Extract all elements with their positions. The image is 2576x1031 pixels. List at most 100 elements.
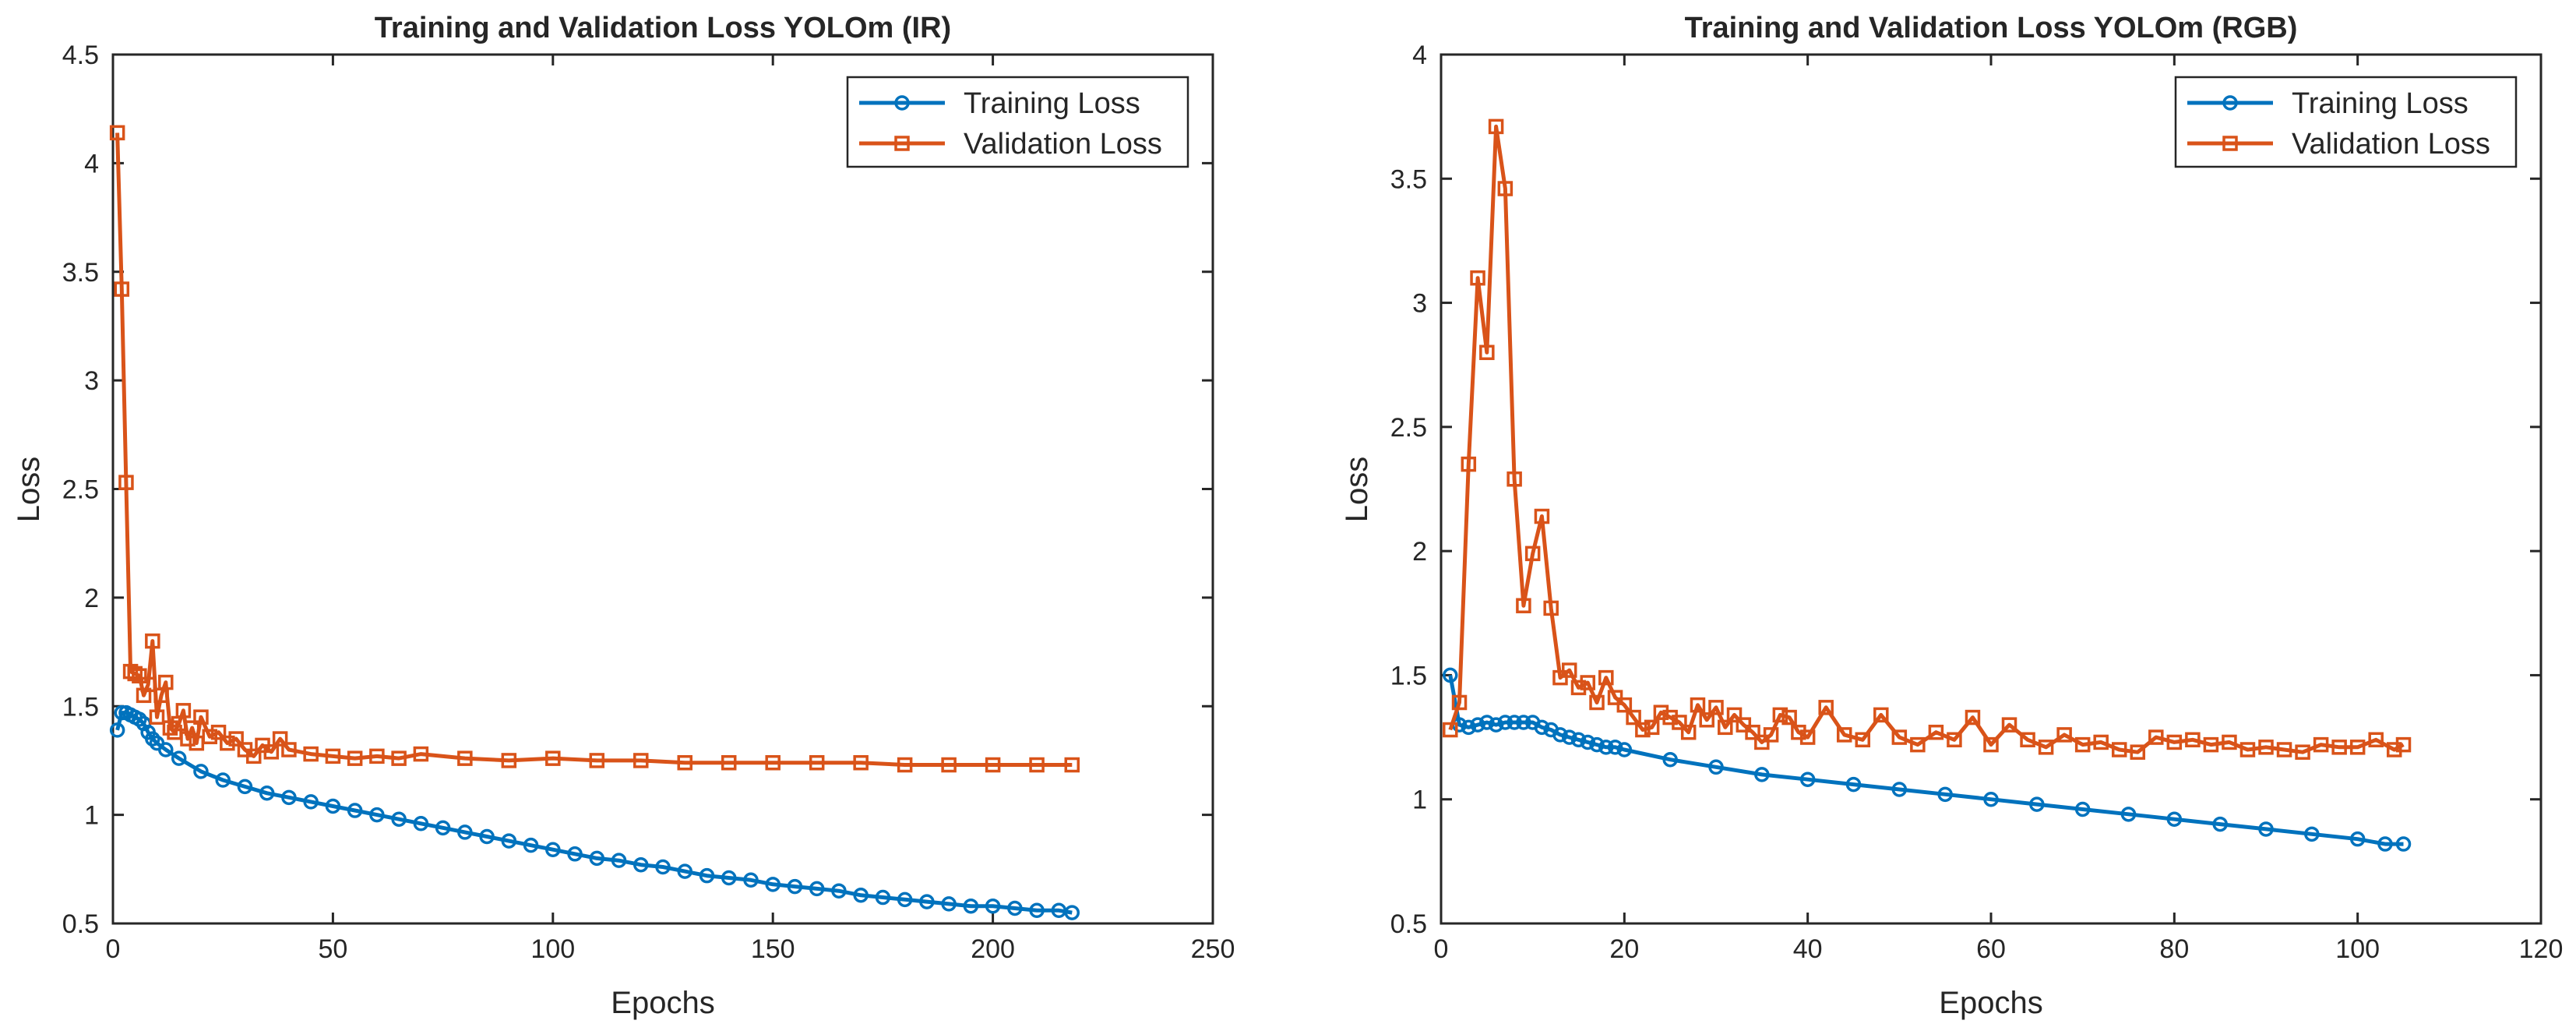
x-tick-label: 50 [318, 934, 347, 964]
data-point [122, 663, 139, 680]
data-point [1644, 719, 1660, 736]
data-point [2166, 734, 2183, 750]
y-tick-label: 4.5 [62, 41, 99, 70]
data-point [985, 757, 1001, 773]
data-point [140, 676, 156, 693]
data-point [985, 898, 1001, 914]
data-point [2148, 729, 2164, 745]
data-point [611, 853, 627, 868]
data-point [1561, 662, 1577, 678]
data-point [184, 720, 200, 736]
y-tick-label: 4 [1412, 41, 1427, 70]
data-point [2304, 826, 2320, 842]
y-tick-label: 1.5 [1390, 661, 1427, 690]
data-point [136, 687, 152, 704]
data-point [1461, 719, 1477, 736]
legend-label-training: Training Loss [964, 87, 1140, 120]
data-point [325, 798, 341, 814]
y-tick-label: 4 [84, 149, 99, 178]
data-point [1680, 724, 1697, 740]
y-tick-label: 3.5 [1390, 164, 1427, 194]
legend-marker-validation [2222, 136, 2238, 151]
data-point [193, 764, 209, 779]
training-loss-series [109, 704, 1080, 920]
x-tick-label: 100 [530, 934, 575, 964]
data-point [325, 748, 341, 764]
data-point [1873, 707, 1889, 723]
data-point [132, 668, 147, 683]
data-point [2185, 732, 2201, 748]
data-point [369, 807, 385, 823]
data-point [1937, 786, 1953, 803]
data-point [501, 753, 517, 768]
data-point [2120, 807, 2137, 822]
data-point [127, 666, 143, 682]
data-point [1516, 715, 1531, 730]
data-point [1470, 270, 1485, 286]
data-point [1855, 732, 1871, 748]
data-point [391, 811, 407, 827]
data-point [1029, 902, 1045, 919]
legend-marker-validation [894, 136, 910, 151]
data-series [1443, 118, 2412, 852]
data-point [1616, 697, 1633, 713]
data-point [1799, 771, 1816, 787]
data-point [145, 633, 160, 649]
legend-box [2174, 76, 2518, 168]
data-point [347, 803, 363, 818]
data-point [109, 722, 125, 738]
data-point [545, 842, 561, 857]
data-point [2074, 801, 2091, 817]
data-point [1598, 669, 1614, 686]
data-point [2377, 836, 2393, 852]
data-point [1497, 181, 1514, 196]
data-point [2074, 736, 2091, 753]
plot-area [1440, 53, 2543, 925]
data-point [457, 750, 473, 766]
data-point [1947, 732, 1962, 748]
data-point [1965, 709, 1981, 726]
data-point [413, 746, 429, 762]
data-point [809, 754, 825, 771]
data-point [1983, 736, 1999, 753]
y-tick-label: 3.5 [62, 258, 99, 288]
data-point [1983, 791, 1999, 807]
data-point [1699, 712, 1714, 728]
data-point [171, 750, 187, 766]
data-point [2331, 740, 2347, 755]
data-point [1836, 727, 1852, 743]
y-tick-label: 0.5 [1390, 909, 1427, 939]
data-point [2368, 732, 2384, 748]
data-point [919, 894, 935, 909]
data-point [2258, 821, 2274, 837]
data-point [1818, 700, 1834, 715]
chart-ir: Training and Validation Loss YOLOm (IR) … [12, 12, 1235, 1020]
data-point [853, 888, 869, 903]
data-point [2093, 734, 2109, 750]
x-tick-label: 40 [1793, 934, 1823, 964]
data-point [109, 125, 125, 141]
data-point [831, 883, 847, 899]
data-point [589, 850, 605, 867]
y-tick-label: 1 [1412, 786, 1427, 815]
data-point [272, 731, 288, 747]
data-point [1470, 717, 1485, 733]
data-point [1461, 456, 1477, 472]
legend: Training Loss Validation Loss [2174, 76, 2518, 168]
legend: Training Loss Validation Loss [846, 76, 1189, 168]
data-point [2001, 717, 2017, 733]
data-point [875, 889, 891, 906]
data-point [303, 794, 319, 810]
x-tick-label: 150 [751, 934, 795, 964]
data-point [1891, 782, 1908, 797]
data-point [413, 816, 429, 832]
data-point [281, 789, 297, 806]
y-tick-label: 2 [1412, 537, 1427, 567]
data-point [1443, 722, 1458, 738]
data-point [501, 833, 517, 849]
data-point [1598, 740, 1614, 755]
data-point [1516, 598, 1531, 613]
x-tick-label: 0 [1434, 934, 1449, 964]
data-point [2166, 811, 2183, 827]
data-point [1506, 715, 1522, 730]
